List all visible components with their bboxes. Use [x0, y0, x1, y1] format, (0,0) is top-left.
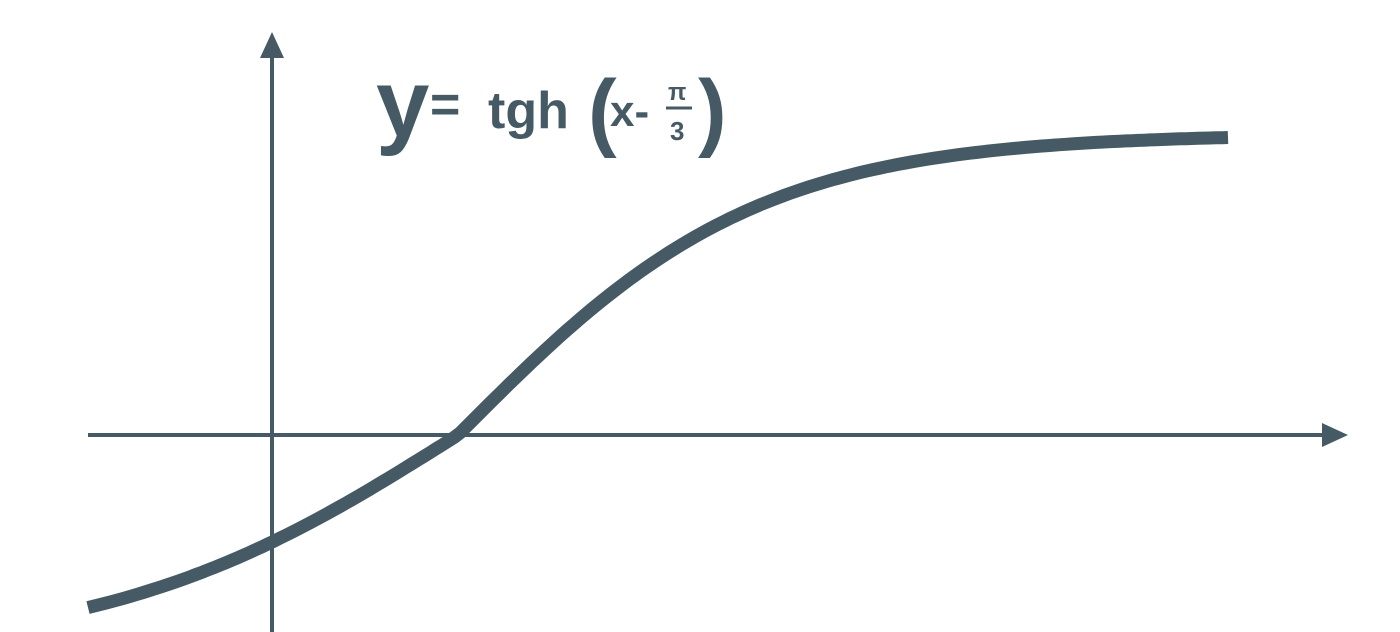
curve — [86, 131, 1229, 614]
formula-equals: = — [430, 76, 460, 134]
formula-function: tgh — [488, 82, 569, 140]
formula-numerator: π — [668, 79, 686, 106]
formula-argument: x- — [610, 87, 649, 136]
formula-lhs: y — [376, 50, 429, 157]
formula-close-paren: ) — [698, 63, 727, 159]
formula-denominator: 3 — [670, 116, 684, 146]
formula-open-paren: ( — [588, 63, 617, 159]
x-axis-arrow — [1322, 423, 1348, 447]
y-axis-arrow — [260, 32, 284, 58]
